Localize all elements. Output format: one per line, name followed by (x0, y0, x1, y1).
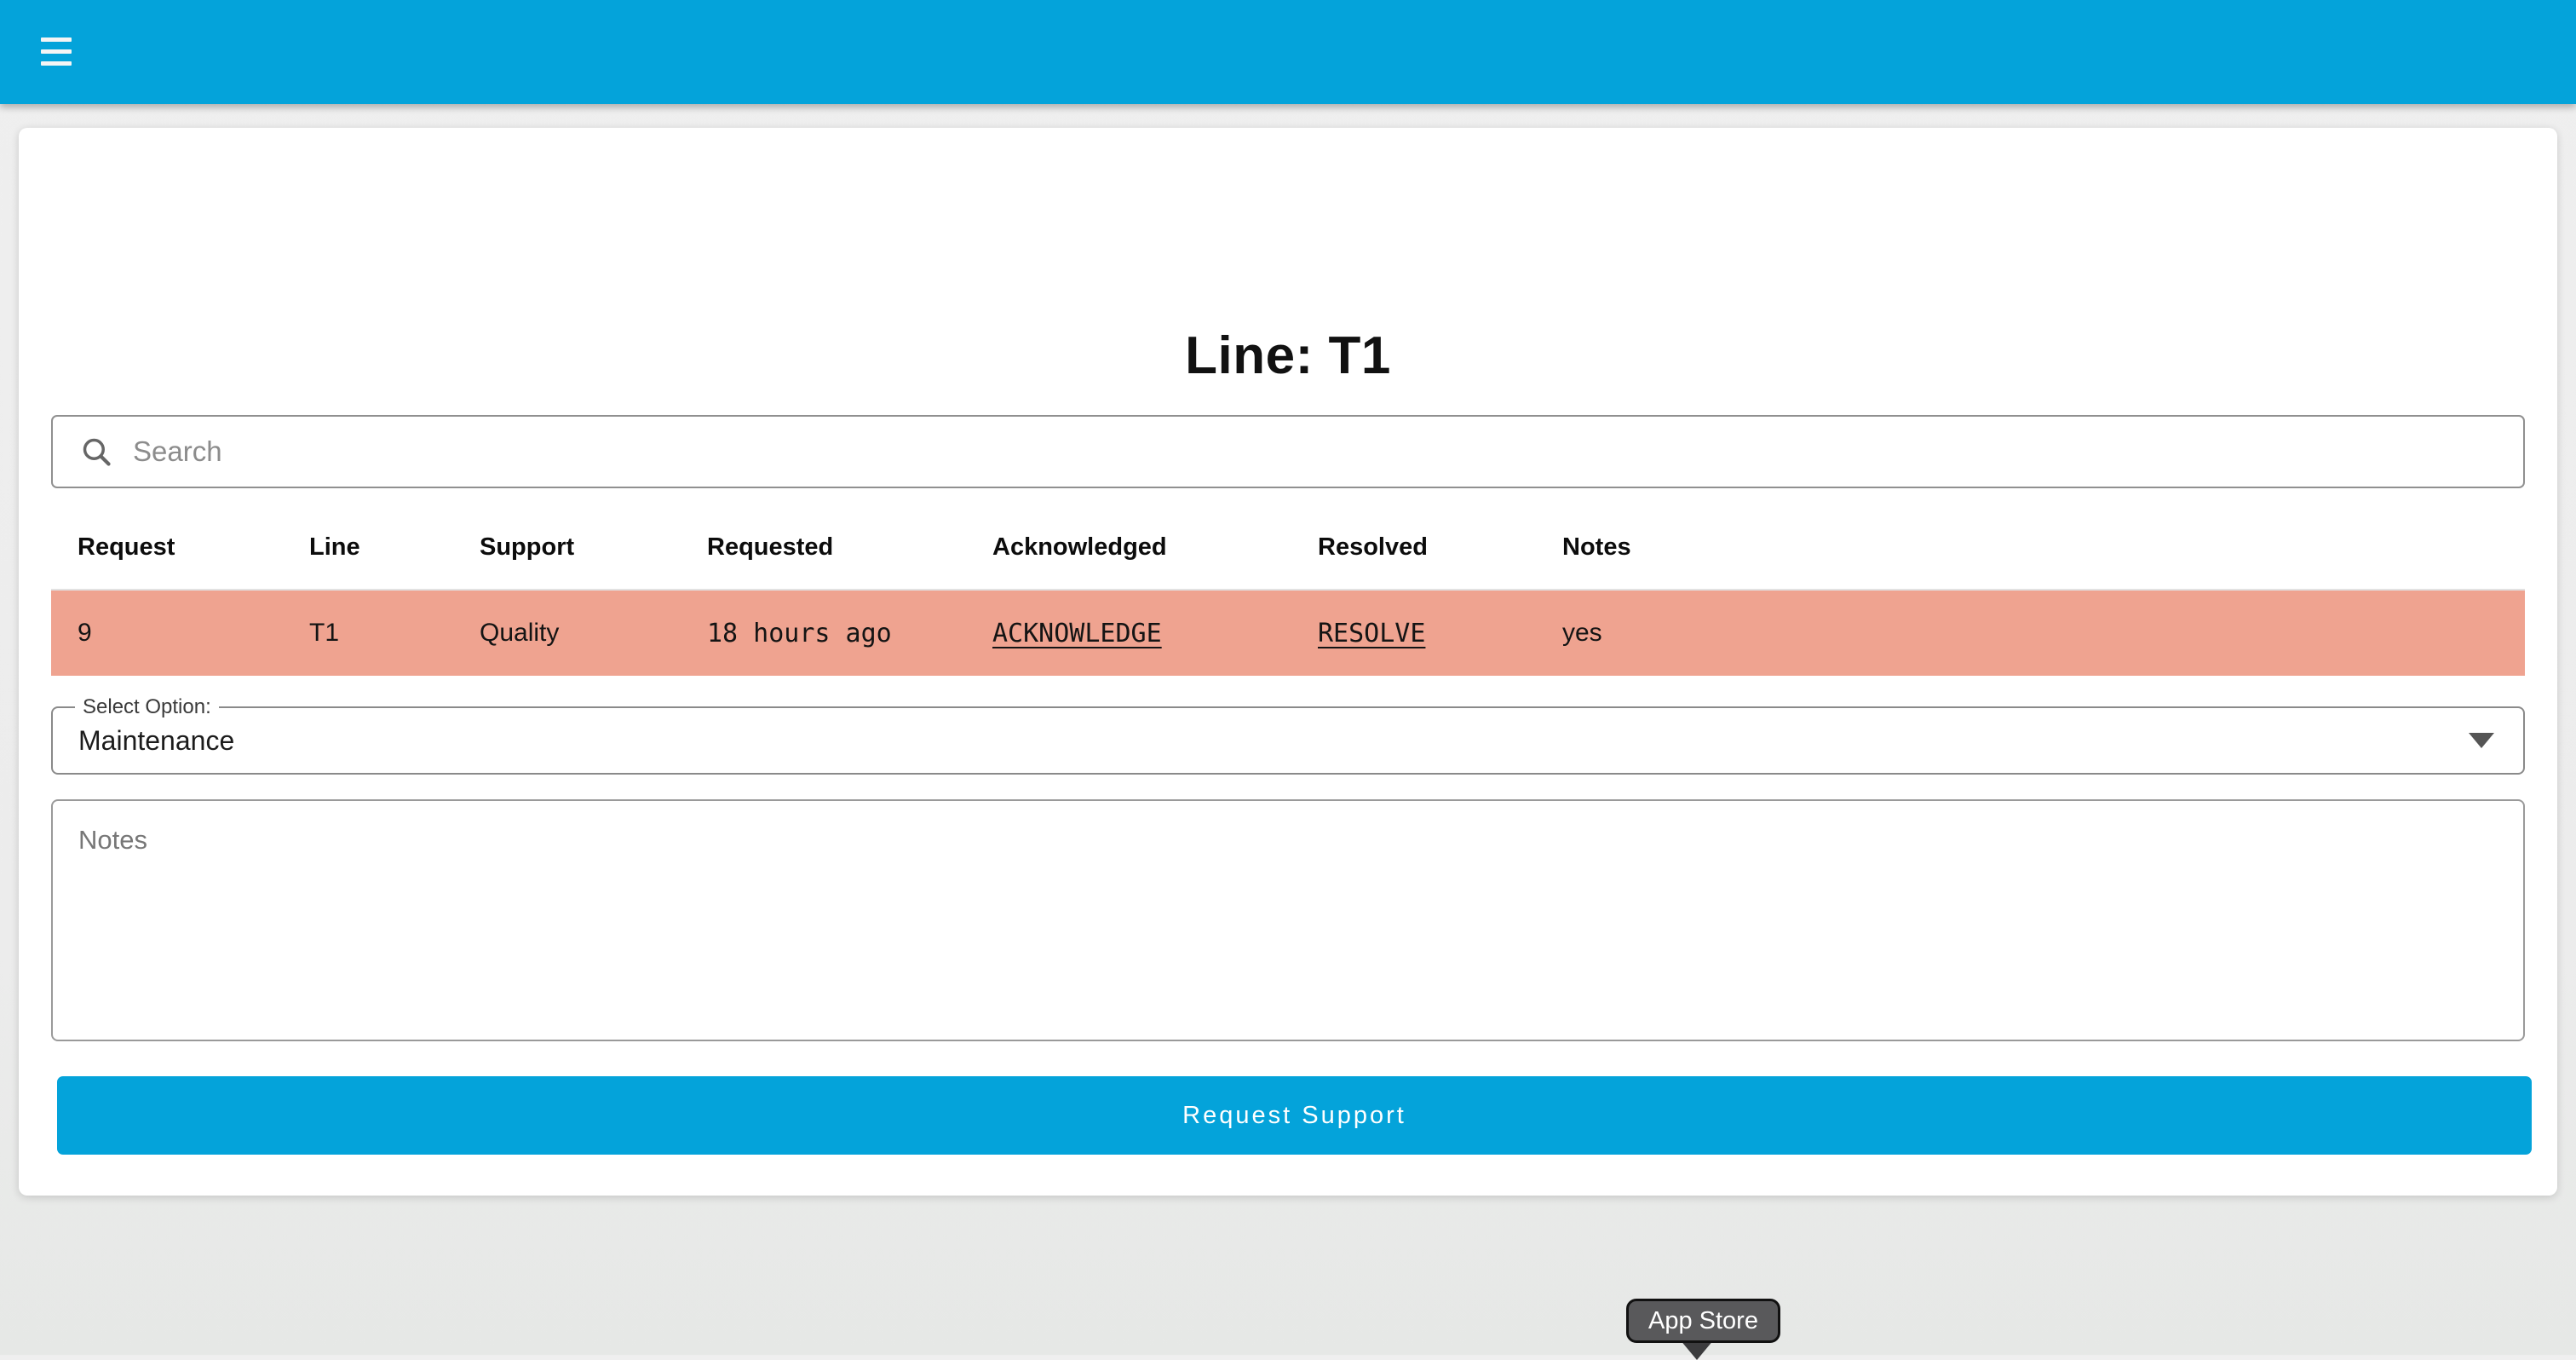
table-header-row: Request Line Support Requested Acknowled… (51, 505, 2525, 591)
menu-bar (41, 37, 72, 42)
column-header-resolved: Resolved (1318, 533, 1428, 561)
column-header-notes: Notes (1562, 533, 1631, 561)
cell-line: T1 (309, 619, 340, 647)
cell-resolved: RESOLVE (1291, 619, 1536, 648)
hamburger-menu-icon[interactable] (34, 26, 85, 77)
cell-requested: 18 hours ago (707, 618, 892, 648)
page-title: Line: T1 (1185, 326, 1391, 385)
cell-request: 9 (78, 619, 92, 647)
cell-acknowledged: ACKNOWLEDGE (966, 619, 1291, 648)
option-select[interactable]: Select Option: Maintenance (51, 695, 2525, 775)
column-header-support: Support (480, 533, 575, 561)
column-header-requested: Requested (707, 533, 834, 561)
cell-support: Quality (480, 619, 560, 647)
column-header-acknowledged: Acknowledged (992, 533, 1167, 561)
chevron-down-icon (2469, 733, 2494, 748)
request-support-button[interactable]: Request Support (57, 1076, 2532, 1155)
column-header-line: Line (309, 533, 360, 561)
notes-textarea[interactable] (51, 799, 2525, 1041)
search-input[interactable] (114, 417, 2523, 487)
select-label: Select Option: (75, 695, 219, 719)
acknowledge-link[interactable]: ACKNOWLEDGE (992, 618, 1162, 648)
menu-bar (41, 61, 72, 66)
app-bar (0, 0, 2576, 104)
content-card: Line: T1 Request Line Support Requested … (19, 128, 2557, 1196)
search-box (51, 415, 2525, 488)
table-row[interactable]: 9 T1 Quality 18 hours ago ACKNOWLEDGE RE… (51, 591, 2525, 676)
menu-bar (41, 49, 72, 54)
resolve-link[interactable]: RESOLVE (1318, 618, 1426, 648)
app-store-tooltip: App Store (1626, 1299, 1780, 1343)
requests-table: Request Line Support Requested Acknowled… (51, 505, 2525, 676)
search-icon (83, 438, 111, 466)
column-header-request: Request (78, 533, 175, 561)
select-value: Maintenance (78, 724, 235, 756)
cell-notes: yes (1562, 619, 1602, 647)
